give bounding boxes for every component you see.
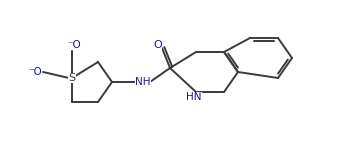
Text: O: O [154, 40, 162, 50]
Text: HN: HN [186, 92, 202, 102]
Text: S: S [69, 73, 76, 83]
Text: NH: NH [135, 77, 151, 87]
Text: ⁻O: ⁻O [67, 40, 81, 50]
Text: ⁻O: ⁻O [28, 67, 42, 77]
